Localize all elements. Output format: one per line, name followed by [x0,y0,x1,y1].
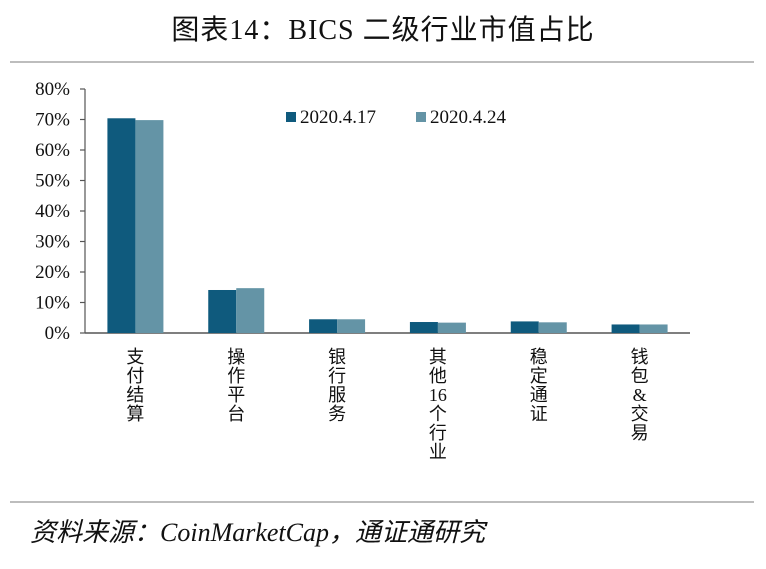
legend-swatch [416,112,426,122]
y-tick-label: 30% [35,232,70,253]
bar [135,120,164,333]
x-category-label: 其他16个行业 [428,347,447,462]
x-category-label: 操作平台 [227,347,246,424]
y-tick-label: 40% [35,201,70,222]
y-tick-label: 0% [45,323,71,344]
source-note: 资料来源：CoinMarketCap，通证通研究 [30,518,485,547]
bar [409,322,438,333]
y-tick-label: 70% [35,110,70,131]
bar-chart: 0% 10% 20% 30% 40% 50% 60% 70% 80% 2020.4.17 2020.… [35,79,690,344]
top-divider [10,61,754,63]
bar [337,319,366,333]
y-tick-label: 10% [35,293,70,314]
y-tick-label: 60% [35,140,70,161]
x-category-label: 银行服务 [328,347,347,424]
y-tick-label: 50% [35,171,70,192]
bar [437,322,466,333]
bar [639,324,668,333]
x-category-label: 稳定通证 [529,347,548,424]
legend-label: 2020.4.17 [300,107,376,128]
y-tick-label: 20% [35,262,70,283]
legend-swatch [286,112,296,122]
x-category-label: 支付结算 [126,347,145,424]
bar [236,288,265,333]
bar [538,322,567,333]
bar [510,321,539,333]
bar [107,118,136,333]
bar [208,289,237,333]
y-tick-label: 80% [35,79,70,100]
x-category-label: 钱包&交易 [630,347,649,443]
legend-label: 2020.4.24 [430,107,507,128]
bar [611,324,640,333]
bottom-divider [10,501,754,503]
bar [309,319,338,333]
chart-title: 图表14：BICS 二级行业市值占比 [171,15,595,46]
